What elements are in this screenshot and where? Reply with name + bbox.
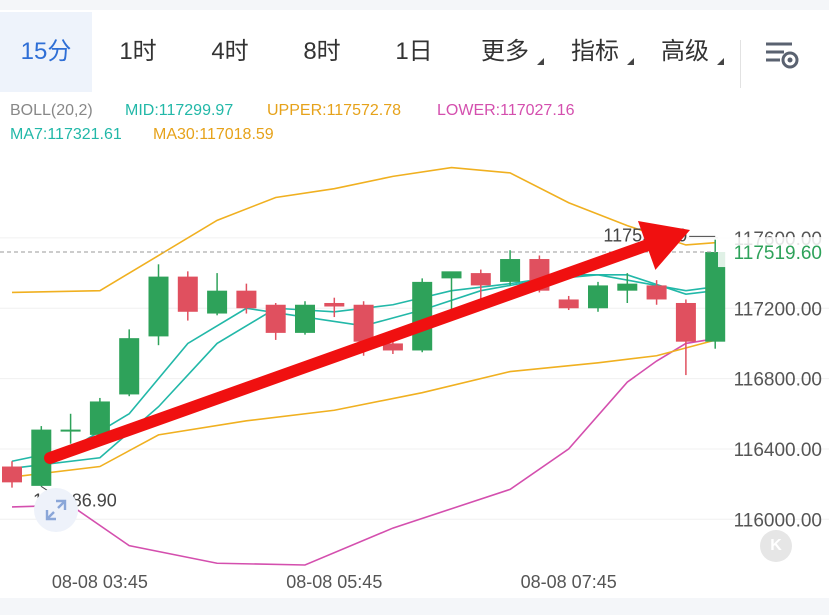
candle-body <box>412 281 433 351</box>
expand-arrows-icon[interactable] <box>34 488 78 532</box>
candle-body <box>265 304 286 333</box>
current-price-bg <box>718 237 829 268</box>
indicator-ma30: MA30:117018.59 <box>153 126 274 143</box>
indicator-mid: MID:117299.97 <box>125 102 234 119</box>
candle-body <box>588 285 608 309</box>
y-tick-label: 116800.00 <box>734 370 822 391</box>
bottom-strip <box>0 598 829 615</box>
y-tick-label: 117200.00 <box>734 299 822 320</box>
tab-more[interactable]: 更多 <box>460 12 550 92</box>
y-tick-label: 116000.00 <box>734 510 822 531</box>
indicator-boll: BOLL(20,2) <box>10 102 93 119</box>
tab-15m[interactable]: 15分 <box>0 12 92 92</box>
candle-body <box>148 276 169 337</box>
candle-body <box>470 273 491 286</box>
candle-body <box>353 304 374 342</box>
candle-body <box>207 290 228 314</box>
tab-advanced[interactable]: 高级 <box>640 12 730 92</box>
dropdown-triangle-icon <box>627 58 634 65</box>
timeframe-tabbar: 15分 1时 4时 8时 1日 更多 指标 高级 <box>0 12 829 92</box>
candle-body <box>441 271 462 279</box>
candlestick-chart: 117600.00117200.00116800.00116400.001160… <box>0 166 829 592</box>
x-tick-label: 08-08 05:45 <box>286 572 382 592</box>
candle-body <box>646 285 667 300</box>
candle-body <box>89 401 110 435</box>
tab-indicators[interactable]: 指标 <box>550 12 640 92</box>
x-tick-label: 08-08 03:45 <box>52 572 148 592</box>
candle-body <box>675 302 696 342</box>
candle-body <box>705 251 726 342</box>
series-line-ma30 <box>11 339 716 478</box>
candle-body <box>31 429 52 486</box>
tab-4h[interactable]: 4时 <box>211 38 249 65</box>
candle-body <box>324 302 345 307</box>
chart-settings-icon[interactable] <box>762 38 802 72</box>
tab-divider <box>740 40 741 88</box>
series-line-ma7 <box>11 274 716 463</box>
indicator-lower: LOWER:117027.16 <box>437 102 575 119</box>
current-price-label: 117519.60 <box>734 243 822 264</box>
candle-body <box>119 338 140 395</box>
k-logo-icon[interactable]: K <box>760 530 792 562</box>
candle-body <box>177 276 198 312</box>
indicator-ma7: MA7:117321.61 <box>10 126 122 143</box>
trend-arrow-shaft <box>44 239 653 464</box>
tab-8h[interactable]: 8时 <box>303 38 341 65</box>
top-strip <box>0 0 829 10</box>
candle-body <box>295 304 315 333</box>
tab-1d[interactable]: 1日 <box>395 38 433 65</box>
candle-body <box>500 259 521 282</box>
dropdown-triangle-icon <box>537 58 544 65</box>
dropdown-triangle-icon <box>717 58 724 65</box>
series-line-lower <box>11 337 716 566</box>
candle-body <box>382 343 403 351</box>
series-line-upper <box>11 166 716 294</box>
tab-1h[interactable]: 1时 <box>119 38 157 65</box>
candle-body <box>236 290 257 309</box>
candle-body <box>60 429 81 432</box>
candle-body <box>617 283 638 291</box>
y-tick-label: 116400.00 <box>734 440 822 461</box>
candle-body <box>558 299 579 309</box>
trend-arrow-head <box>637 220 690 270</box>
x-tick-label: 08-08 07:45 <box>521 572 617 592</box>
candle-body <box>2 466 22 483</box>
indicator-upper: UPPER:117572.78 <box>267 102 402 119</box>
